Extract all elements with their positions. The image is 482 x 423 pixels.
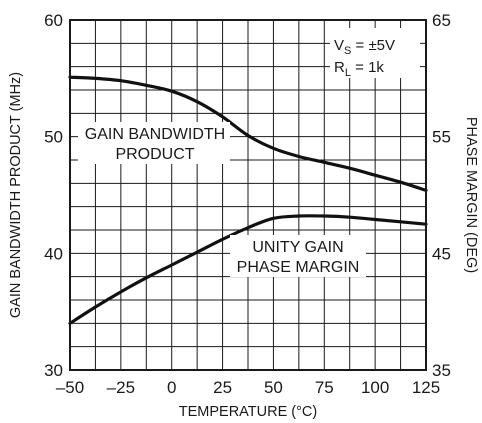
condition-supply: VS = ±5V	[334, 37, 395, 57]
x-tick-label: 100	[361, 378, 389, 397]
phase-margin-curve-label: UNITY GAIN	[252, 239, 343, 256]
x-tick-label: –50	[56, 378, 84, 397]
y-right-tick-label: 55	[432, 128, 451, 147]
plot-frame	[69, 19, 427, 371]
x-tick-label: 0	[167, 378, 176, 397]
y-axis-left-title: GAIN BANDWIDTH PRODUCT (MHz)	[8, 72, 24, 318]
phase-margin-curve	[68, 214, 428, 325]
y-axis-right-title: PHASE MARGIN (DEG)	[463, 117, 479, 273]
phase-margin-curve-label: PHASE MARGIN	[237, 259, 360, 276]
curve-labels: GAIN BANDWIDTH PRODUCT UNITY GAIN PHASE MAR…	[78, 122, 366, 277]
y-left-tick-label: 40	[44, 244, 63, 263]
y-left-tick-label: 30	[44, 361, 63, 380]
x-tick-label: –25	[107, 378, 135, 397]
condition-load: RL = 1k	[334, 59, 384, 79]
x-tick-label: 75	[315, 378, 334, 397]
x-axis-title: TEMPERATURE (°C)	[179, 404, 317, 420]
tick-labels: –50 –25 0 25 50 75 100 125 30 40 50 60 35 45 55 65	[44, 11, 451, 397]
y-left-tick-label: 60	[44, 11, 63, 30]
x-tick-label: 125	[412, 378, 440, 397]
gbw-curve-label: PRODUCT	[115, 146, 194, 163]
y-right-tick-label: 45	[432, 244, 451, 263]
conditions-bg	[330, 28, 420, 78]
gbw-label-bg	[78, 122, 230, 164]
y-left-tick-label: 50	[44, 128, 63, 147]
gbw-curve-label: GAIN BANDWIDTH	[85, 126, 225, 143]
y-right-tick-label: 65	[432, 11, 451, 30]
gbw-curve	[68, 75, 428, 192]
y-right-tick-label: 35	[432, 361, 451, 380]
x-tick-label: 50	[264, 378, 283, 397]
x-tick-label: 25	[213, 378, 232, 397]
test-conditions: VS = ±5V RL = 1k	[330, 28, 420, 79]
curves	[68, 75, 428, 325]
phase-margin-label-bg	[230, 235, 366, 277]
